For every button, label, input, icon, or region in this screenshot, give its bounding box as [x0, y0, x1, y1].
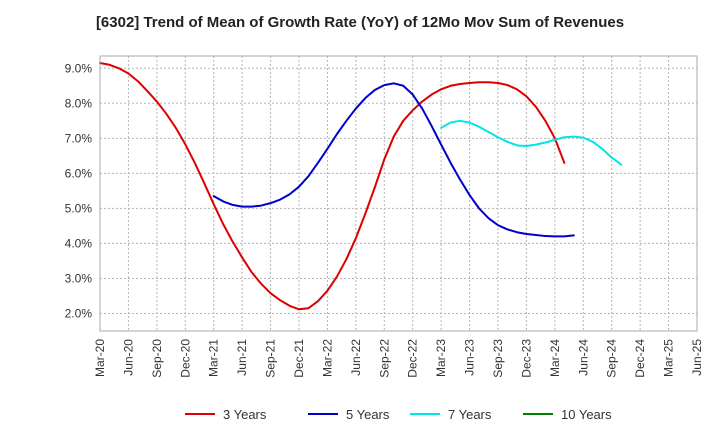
y-tick-label: 2.0%: [65, 306, 93, 320]
x-tick-label: Jun-24: [576, 339, 590, 376]
x-tick-label: Mar-23: [434, 339, 448, 377]
x-tick-label: Jun-23: [463, 339, 477, 376]
y-axis-tick-labels: 2.0% 3.0% 4.0% 5.0% 6.0% 7.0% 8.0% 9.0%: [65, 61, 93, 320]
x-tick-label: Mar-24: [548, 339, 562, 377]
chart-title: [6302] Trend of Mean of Growth Rate (YoY…: [95, 14, 625, 31]
legend-label-10-years: 10 Years: [561, 407, 612, 422]
x-tick-label: Sep-22: [377, 339, 391, 378]
x-tick-label: Sep-20: [150, 339, 164, 378]
series-line-7-years: [440, 119, 623, 166]
legend-label-5-years: 5 Years: [346, 407, 390, 422]
y-tick-label: 4.0%: [65, 236, 93, 250]
legend: 3 Years 5 Years 7 Years 10 Years: [185, 407, 612, 422]
series-lines: [99, 62, 623, 311]
y-tick-label: 7.0%: [65, 131, 93, 145]
x-tick-label: Jun-22: [349, 339, 363, 376]
y-tick-label: 9.0%: [65, 61, 93, 75]
legend-label-7-years: 7 Years: [448, 407, 492, 422]
x-tick-label: Sep-21: [264, 339, 278, 378]
x-tick-label: Dec-22: [406, 339, 420, 378]
x-tick-label: Dec-23: [519, 339, 533, 378]
x-tick-label: Jun-25: [690, 339, 704, 376]
plot-area-frame: [99, 55, 698, 332]
legend-label-3-years: 3 Years: [223, 407, 267, 422]
x-tick-label: Dec-24: [633, 339, 647, 378]
x-tick-label: Sep-23: [491, 339, 505, 378]
x-tick-label: Mar-25: [662, 339, 676, 377]
x-tick-label: Mar-21: [207, 339, 221, 377]
x-tick-label: Sep-24: [605, 339, 619, 378]
y-tick-label: 5.0%: [65, 201, 93, 215]
x-tick-label: Mar-22: [320, 339, 334, 377]
x-tick-label: Mar-20: [93, 339, 107, 377]
x-tick-label: Jun-21: [235, 339, 249, 376]
y-tick-label: 3.0%: [65, 271, 93, 285]
y-tick-label: 6.0%: [65, 166, 93, 180]
series-line-5-years: [212, 82, 575, 238]
y-tick-label: 8.0%: [65, 96, 93, 110]
x-tick-label: Dec-20: [178, 339, 192, 378]
grid-lines: [99, 56, 698, 331]
x-tick-label: Jun-20: [121, 339, 135, 376]
x-tick-label: Dec-21: [292, 339, 306, 378]
x-axis-tick-labels: Mar-20 Jun-20 Sep-20 Dec-20 Mar-21 Jun-21 Sep-…: [93, 339, 704, 378]
series-line-3-years: [99, 62, 566, 311]
